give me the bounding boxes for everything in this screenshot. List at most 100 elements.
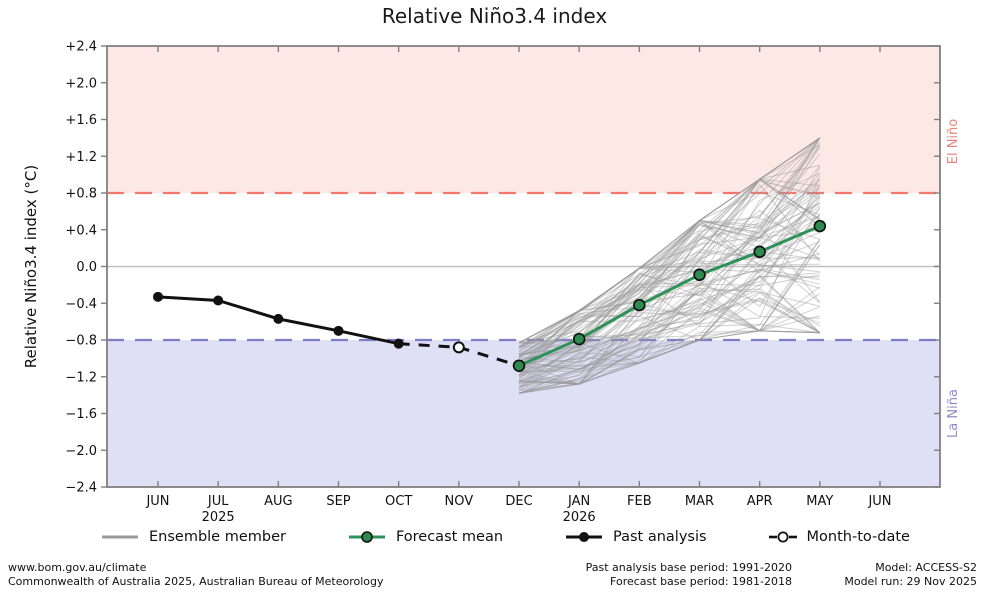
ensemble-member-line: [518, 274, 821, 394]
forecast-mean-point: [753, 245, 766, 259]
past-analysis-point: [273, 313, 284, 324]
x-tick-label: NOV: [445, 494, 474, 509]
ensemble-member-line: [518, 203, 821, 344]
ensemble-member-line: [518, 205, 821, 356]
y-tick-label: +1.6: [65, 113, 97, 128]
ensemble-member-line: [518, 286, 821, 385]
footer-copyright: Commonwealth of Australia 2025, Australi…: [8, 574, 384, 588]
ensemble-member-line: [518, 178, 820, 349]
y-tick-label: +2.4: [65, 40, 97, 55]
chart-title: Relative Niño3.4 index: [381, 4, 608, 28]
ensemble-member-line: [518, 297, 821, 373]
forecast-mean-point: [572, 332, 586, 346]
y-axis-title: Relative Niño3.4 index (°C): [22, 165, 40, 368]
ensemble-member-line: [518, 241, 820, 373]
ensemble-member-line: [518, 173, 821, 365]
el-nino-label: El Niño: [946, 119, 961, 165]
ensemble-member-line: [518, 262, 820, 394]
axis-ticks: −2.4 −2.0 −1.6 −1.2 −0.8 −0.4 0.0 +0.4 +0.8 +1.2 +…: [65, 40, 940, 525]
y-tick-label: +2.0: [65, 76, 97, 91]
x-tick-label: MAR: [685, 494, 714, 509]
footer-model-info: Model: ACCESS-S2 Model run: 29 Nov 2025: [787, 561, 977, 588]
ensemble-member-line: [518, 144, 821, 344]
footer-past-base-period: Past analysis base period: 1991-2020: [585, 561, 792, 574]
ensemble-line-icon: [102, 535, 138, 539]
x-tick-label: FEB: [627, 494, 652, 509]
past-analysis-point: [333, 325, 344, 336]
ensemble-member-line: [518, 299, 821, 385]
ensemble-member-line: [518, 179, 821, 383]
ensemble-member-line: [518, 214, 821, 364]
ensemble-member-line: [518, 137, 821, 344]
ensemble-member-line: [518, 137, 821, 358]
nino34-forecast-chart: −2.4 −2.0 −1.6 −1.2 −0.8 −0.4 0.0 +0.4 +0.8 +1.2 +…: [22, 40, 961, 526]
ensemble-member-line: [518, 137, 821, 344]
ensemble-member-line: [518, 323, 820, 394]
ensemble-member-line: [518, 251, 820, 384]
ensemble-member-line: [518, 288, 821, 371]
ensemble-member-line: [518, 250, 821, 390]
ensemble-member-line: [518, 275, 821, 388]
y-tick-label: −1.6: [65, 407, 97, 422]
forecast-mean-point: [693, 268, 706, 282]
legend-label-mtd: Month-to-date: [806, 529, 910, 545]
ensemble-member-line: [518, 238, 821, 388]
legend-label-past: Past analysis: [613, 529, 707, 545]
ensemble-member-line: [518, 244, 821, 388]
legend-label-forecast: Forecast mean: [395, 529, 504, 545]
past-analysis-point: [393, 338, 404, 349]
footer-url: www.bom.gov.au/climate: [8, 561, 147, 574]
ensemble-member-line: [518, 330, 820, 394]
x-tick-label: JUL: [207, 494, 229, 509]
ensemble-member-line: [518, 137, 821, 358]
x-year-label: 2025: [202, 510, 235, 525]
x-year-label: 2026: [563, 510, 596, 525]
ensemble-member-line: [518, 283, 821, 373]
ensemble-member-line: [518, 164, 820, 357]
ensemble-member-line: [518, 231, 821, 385]
forecast-mean-point: [512, 359, 526, 372]
ensemble-member-line: [518, 175, 821, 363]
legend-item-past: Past analysis: [564, 529, 707, 545]
ensemble-member-line: [518, 301, 821, 385]
legend-item-mtd: Month-to-date: [768, 529, 910, 545]
legend-item-forecast: Forecast mean: [347, 529, 503, 545]
ensemble-member-line: [518, 184, 821, 373]
x-tick-label: AUG: [264, 494, 292, 509]
ensemble-member-line: [518, 137, 821, 370]
x-tick-label: APR: [747, 494, 773, 509]
ensemble-member-line: [518, 229, 820, 371]
ensemble-member-line: [518, 309, 820, 394]
month-to-date-icon: [768, 531, 797, 543]
ensemble-member-line: [518, 267, 820, 385]
ensemble-member-line: [518, 293, 821, 385]
ensemble-member-line: [518, 224, 821, 371]
ensemble-member-line: [518, 137, 821, 344]
ensemble-member-line: [518, 280, 820, 376]
ensemble-member-line: [518, 153, 821, 367]
la-nina-label: La Niña: [946, 389, 961, 438]
ensemble-member-line: [518, 209, 821, 349]
ensemble-member-line: [518, 298, 821, 385]
ensemble-member-line: [518, 144, 821, 344]
x-tick-label: SEP: [326, 494, 350, 509]
ensemble-member-line: [518, 217, 821, 364]
ensemble-members: [518, 137, 821, 394]
ensemble-member-line: [518, 165, 821, 369]
legend-label-ensemble: Ensemble member: [149, 529, 286, 545]
ensemble-member-line: [518, 178, 821, 369]
ensemble-member-line: [518, 141, 821, 358]
past-analysis-icon: [566, 532, 603, 542]
month-to-date-point: [452, 341, 465, 354]
x-tick-label: JUN: [145, 494, 169, 509]
forecast-mean-point: [813, 219, 827, 233]
ensemble-member-line: [518, 191, 821, 376]
ensemble-member-line: [518, 172, 821, 366]
ensemble-member-line: [518, 185, 821, 348]
y-tick-label: +0.4: [65, 223, 97, 238]
ensemble-member-line: [518, 236, 820, 347]
ensemble-member-line: [518, 191, 820, 355]
x-tick-label: OCT: [385, 494, 412, 509]
ensemble-member-line: [518, 286, 820, 385]
